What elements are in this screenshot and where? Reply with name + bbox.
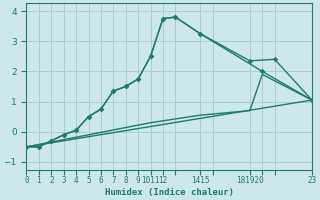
X-axis label: Humidex (Indice chaleur): Humidex (Indice chaleur) bbox=[105, 188, 234, 197]
